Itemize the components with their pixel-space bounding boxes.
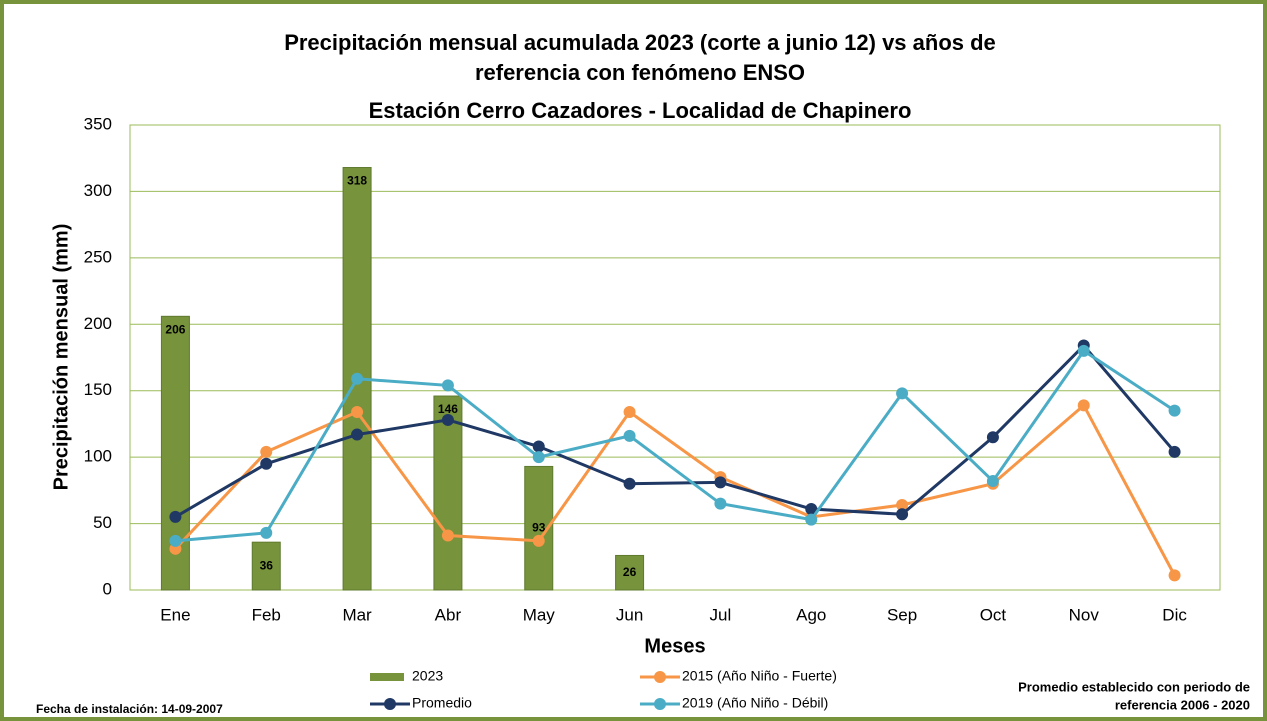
note: Promedio establecido con periodo de bbox=[1018, 679, 1250, 694]
y-axis-label: Precipitación mensual (mm) bbox=[50, 224, 72, 491]
line bbox=[174, 343, 1176, 519]
point bbox=[1077, 399, 1090, 412]
point bbox=[260, 445, 273, 458]
point bbox=[532, 451, 545, 464]
point bbox=[441, 379, 454, 392]
legend-label: 2023 bbox=[412, 668, 443, 684]
y-tick-label: 50 bbox=[93, 513, 112, 532]
point bbox=[896, 498, 909, 511]
point bbox=[896, 508, 909, 521]
point bbox=[532, 534, 545, 547]
y-tick-label: 350 bbox=[84, 114, 112, 133]
data-label: 206 bbox=[165, 322, 185, 336]
point bbox=[260, 526, 273, 539]
point bbox=[441, 413, 454, 426]
data-label: 146 bbox=[438, 402, 458, 416]
point bbox=[623, 429, 636, 442]
point bbox=[986, 475, 999, 488]
y-tick-label: 250 bbox=[84, 247, 112, 266]
legend-swatch bbox=[654, 698, 666, 710]
chart-subtitle: Estación Cerro Cazadores - Localidad de … bbox=[369, 98, 912, 123]
data-label: 318 bbox=[347, 174, 367, 188]
legend-label: 2015 (Año Niño - Fuerte) bbox=[682, 668, 837, 684]
x-axis-label: Meses bbox=[644, 635, 705, 657]
point bbox=[260, 457, 273, 470]
note: referencia 2006 - 2020 bbox=[1115, 697, 1250, 712]
point bbox=[351, 428, 364, 441]
x-tick-label: May bbox=[523, 605, 556, 624]
data-label: 26 bbox=[623, 565, 637, 579]
legend-label: Promedio bbox=[412, 695, 472, 711]
data-label: 36 bbox=[260, 558, 274, 572]
point bbox=[351, 405, 364, 418]
point bbox=[623, 405, 636, 418]
point bbox=[1168, 404, 1181, 417]
line bbox=[175, 348, 1176, 543]
x-tick-label: Dic bbox=[1162, 605, 1187, 624]
plot-border bbox=[129, 124, 1221, 591]
legend-swatch bbox=[384, 698, 396, 710]
point bbox=[169, 510, 182, 523]
legend-label: 2019 (Año Niño - Débil) bbox=[682, 695, 828, 711]
x-tick-label: Oct bbox=[980, 605, 1007, 624]
x-tick-label: Jun bbox=[616, 605, 643, 624]
y-tick-label: 300 bbox=[84, 181, 112, 200]
point bbox=[1168, 569, 1181, 582]
y-tick-label: 150 bbox=[84, 380, 112, 399]
bar bbox=[251, 541, 281, 591]
point bbox=[441, 529, 454, 542]
point bbox=[1168, 445, 1181, 458]
legend-swatch bbox=[370, 673, 404, 681]
point bbox=[805, 502, 818, 515]
chart-title: referencia con fenómeno ENSO bbox=[475, 60, 805, 85]
point bbox=[169, 534, 182, 547]
point bbox=[896, 387, 909, 400]
y-tick-label: 200 bbox=[84, 314, 112, 333]
x-tick-label: Ene bbox=[160, 605, 190, 624]
point bbox=[714, 497, 727, 510]
y-tick-label: 0 bbox=[103, 579, 112, 598]
x-tick-label: Abr bbox=[435, 605, 462, 624]
line bbox=[174, 402, 1176, 577]
point bbox=[986, 431, 999, 444]
point bbox=[351, 372, 364, 385]
x-tick-label: Mar bbox=[342, 605, 372, 624]
legend-swatch bbox=[654, 671, 666, 683]
y-tick-label: 100 bbox=[84, 447, 112, 466]
data-label: 93 bbox=[532, 520, 546, 534]
note: Fecha de instalación: 14-09-2007 bbox=[36, 702, 223, 716]
point bbox=[714, 476, 727, 489]
point bbox=[805, 513, 818, 526]
x-tick-label: Nov bbox=[1069, 605, 1100, 624]
x-tick-label: Ago bbox=[796, 605, 826, 624]
bar bbox=[615, 554, 645, 591]
x-tick-label: Feb bbox=[252, 605, 281, 624]
x-tick-label: Sep bbox=[887, 605, 917, 624]
chart-title: Precipitación mensual acumulada 2023 (co… bbox=[284, 30, 996, 55]
bar bbox=[433, 395, 463, 591]
point bbox=[532, 440, 545, 453]
point bbox=[1077, 344, 1090, 357]
point bbox=[623, 477, 636, 490]
x-tick-label: Jul bbox=[710, 605, 732, 624]
